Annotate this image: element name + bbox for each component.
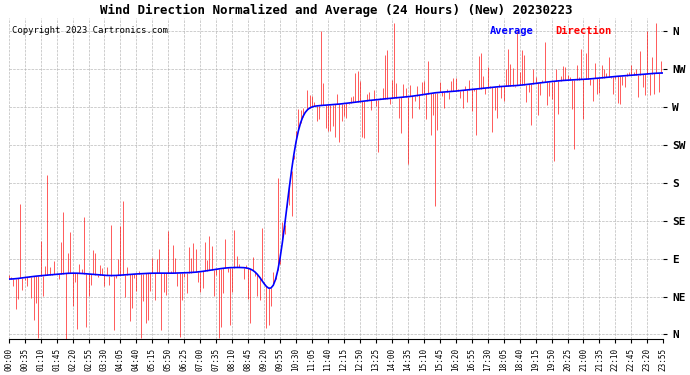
Text: Copyright 2023 Cartronics.com: Copyright 2023 Cartronics.com — [12, 26, 168, 35]
Text: Direction: Direction — [555, 26, 611, 36]
Title: Wind Direction Normalized and Average (24 Hours) (New) 20230223: Wind Direction Normalized and Average (2… — [100, 4, 572, 17]
Text: Average: Average — [490, 26, 533, 36]
